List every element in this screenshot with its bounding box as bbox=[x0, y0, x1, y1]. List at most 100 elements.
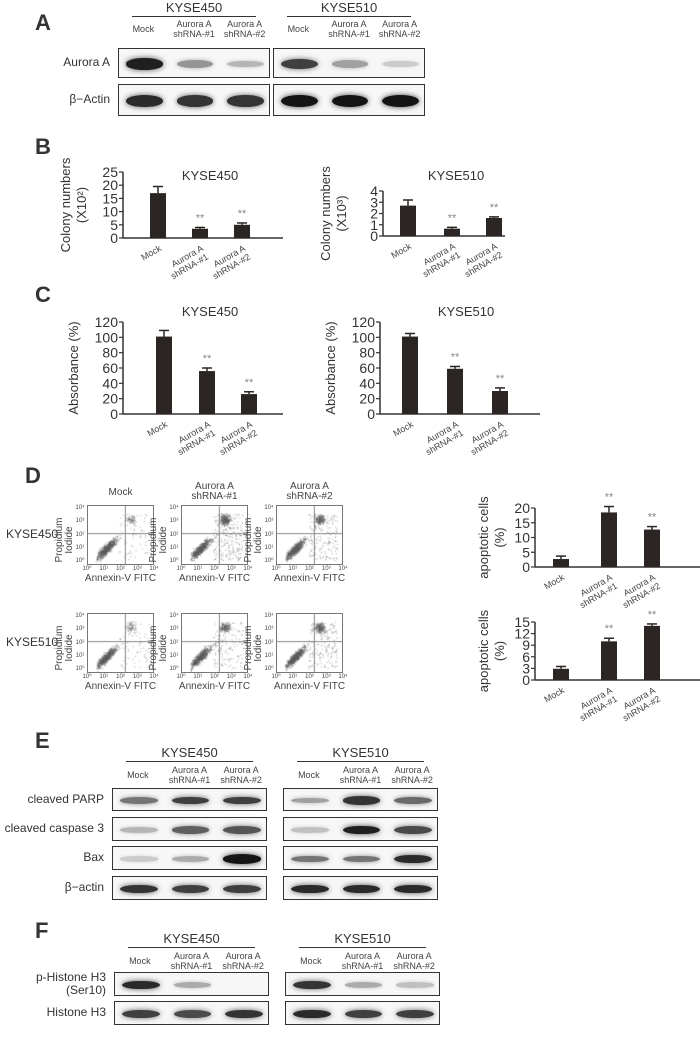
lane-label-line1: Aurora A bbox=[225, 951, 261, 961]
y-log-tick: 10⁰ bbox=[169, 558, 179, 564]
y-tick-label: 5 bbox=[110, 217, 118, 233]
y-axis-label-unit: (%) bbox=[492, 527, 507, 547]
x-log-tick: 10² bbox=[305, 566, 314, 572]
bar bbox=[553, 559, 569, 567]
band bbox=[382, 60, 419, 68]
y-log-tick: 10² bbox=[75, 531, 85, 538]
y-log-tick: 10¹ bbox=[75, 544, 85, 551]
lane-label-line1: Aurora A bbox=[396, 951, 432, 961]
y-tick-label: 6 bbox=[522, 649, 530, 665]
y-log-tick: 10¹ bbox=[169, 544, 179, 551]
band bbox=[396, 982, 434, 988]
band bbox=[331, 94, 369, 108]
y-tick-label: 3 bbox=[522, 660, 530, 676]
blot--actin bbox=[273, 84, 425, 116]
x-log-tick: 10² bbox=[210, 674, 219, 680]
y-axis-label: apoptotic cells bbox=[476, 609, 491, 692]
y-log-tick: 10³ bbox=[169, 626, 179, 633]
flow-y-axis-label: Propidium Iodide bbox=[243, 625, 264, 671]
bar bbox=[644, 625, 660, 680]
band bbox=[291, 827, 329, 833]
cell-line-header: KYSE510 bbox=[287, 0, 411, 17]
bar bbox=[601, 641, 617, 680]
lane-label-line2: shRNA-#2 bbox=[393, 961, 435, 971]
flow-scatter-plot bbox=[181, 505, 248, 565]
y-tick-label: 20 bbox=[514, 500, 530, 516]
band bbox=[331, 60, 369, 68]
y-log-tick: 10¹ bbox=[264, 652, 274, 659]
blot--actin bbox=[283, 876, 438, 900]
x-log-tick: 10⁴ bbox=[338, 566, 348, 572]
band bbox=[126, 95, 163, 107]
x-tick-label: Aurora AshRNA-#2 bbox=[458, 241, 504, 279]
row-label: β−actin bbox=[64, 880, 104, 894]
y-tick-label: 40 bbox=[359, 375, 375, 391]
row-label: Bax bbox=[83, 850, 104, 864]
y-log-tick: 10⁰ bbox=[169, 666, 179, 672]
significance-mark: ** bbox=[605, 623, 614, 635]
band bbox=[293, 980, 331, 990]
significance-mark: ** bbox=[203, 353, 212, 365]
band bbox=[394, 826, 432, 834]
x-tick-label: Aurora AshRNA-#2 bbox=[206, 243, 252, 281]
y-tick-label: 0 bbox=[110, 230, 118, 246]
bar bbox=[234, 224, 250, 238]
lane-label: Mock bbox=[116, 956, 164, 966]
lane-label-line1: Mock bbox=[298, 770, 320, 780]
y-log-tick: 10⁴ bbox=[169, 505, 179, 511]
significance-mark: ** bbox=[648, 512, 657, 524]
x-log-tick: 10⁰ bbox=[176, 566, 186, 572]
lane-label-line2: shRNA-#1 bbox=[173, 29, 215, 39]
x-log-tick: 10⁰ bbox=[82, 566, 92, 572]
y-log-tick: 10⁴ bbox=[75, 613, 85, 619]
y-axis-label-unit: (X10²) bbox=[74, 187, 89, 223]
x-log-tick: 10⁰ bbox=[271, 674, 281, 680]
y-tick-label: 5 bbox=[522, 544, 530, 560]
y-log-tick: 10⁰ bbox=[75, 558, 85, 564]
cell-line-header: KYSE450 bbox=[132, 0, 256, 17]
bar bbox=[444, 228, 460, 236]
lane-label-line1: Aurora A bbox=[173, 951, 210, 961]
y-tick-label: 60 bbox=[359, 360, 375, 376]
blot-bax bbox=[112, 846, 267, 870]
band bbox=[394, 797, 432, 804]
x-tick-label: Aurora AshRNA-#2 bbox=[616, 572, 662, 610]
y-tick-label: 0 bbox=[110, 406, 118, 422]
y-log-tick: 10² bbox=[264, 639, 274, 646]
lane-label-line1: Aurora A bbox=[382, 19, 418, 29]
y-log-tick: 10³ bbox=[169, 518, 179, 525]
cell-line-header: KYSE510 bbox=[299, 931, 426, 948]
flow-column-header: Mock bbox=[108, 487, 133, 498]
significance-mark: ** bbox=[605, 492, 614, 504]
band bbox=[173, 982, 212, 988]
x-tick-label: Aurora AshRNA-#1 bbox=[164, 243, 210, 281]
x-tick-label: Aurora AshRNA-#2 bbox=[213, 419, 259, 457]
band bbox=[342, 825, 381, 835]
row-label: cleaved PARP bbox=[27, 791, 104, 806]
flow-y-axis-label: Propidium Iodide bbox=[243, 517, 264, 563]
row-label: p-Histone H3 (Ser10) bbox=[35, 970, 106, 997]
band bbox=[342, 855, 381, 863]
band bbox=[120, 797, 158, 804]
y-tick-label: 120 bbox=[95, 314, 119, 330]
panel-label-f: F bbox=[35, 918, 49, 943]
row-label: cleaved caspase 3 bbox=[4, 821, 104, 835]
y-log-tick: 10³ bbox=[264, 518, 274, 525]
blot-p-histone-h3-ser10- bbox=[114, 972, 269, 996]
lane-label-line2: shRNA-#1 bbox=[339, 775, 382, 785]
bar bbox=[241, 394, 257, 414]
x-log-tick: 10¹ bbox=[99, 674, 109, 680]
band bbox=[225, 1009, 263, 1019]
y-log-tick: 10¹ bbox=[169, 652, 179, 659]
y-axis-label: Absorbance (%) bbox=[323, 321, 338, 414]
x-tick-label: Mock bbox=[391, 419, 415, 439]
lane-label-line2: shRNA-#1 bbox=[341, 961, 384, 971]
flow-y-axis-label: Propidium Iodide bbox=[54, 625, 75, 671]
lane-label: Mock bbox=[114, 770, 162, 780]
panel-label-d: D bbox=[25, 463, 41, 488]
panel-label-a: A bbox=[35, 10, 51, 35]
bar bbox=[199, 371, 215, 414]
